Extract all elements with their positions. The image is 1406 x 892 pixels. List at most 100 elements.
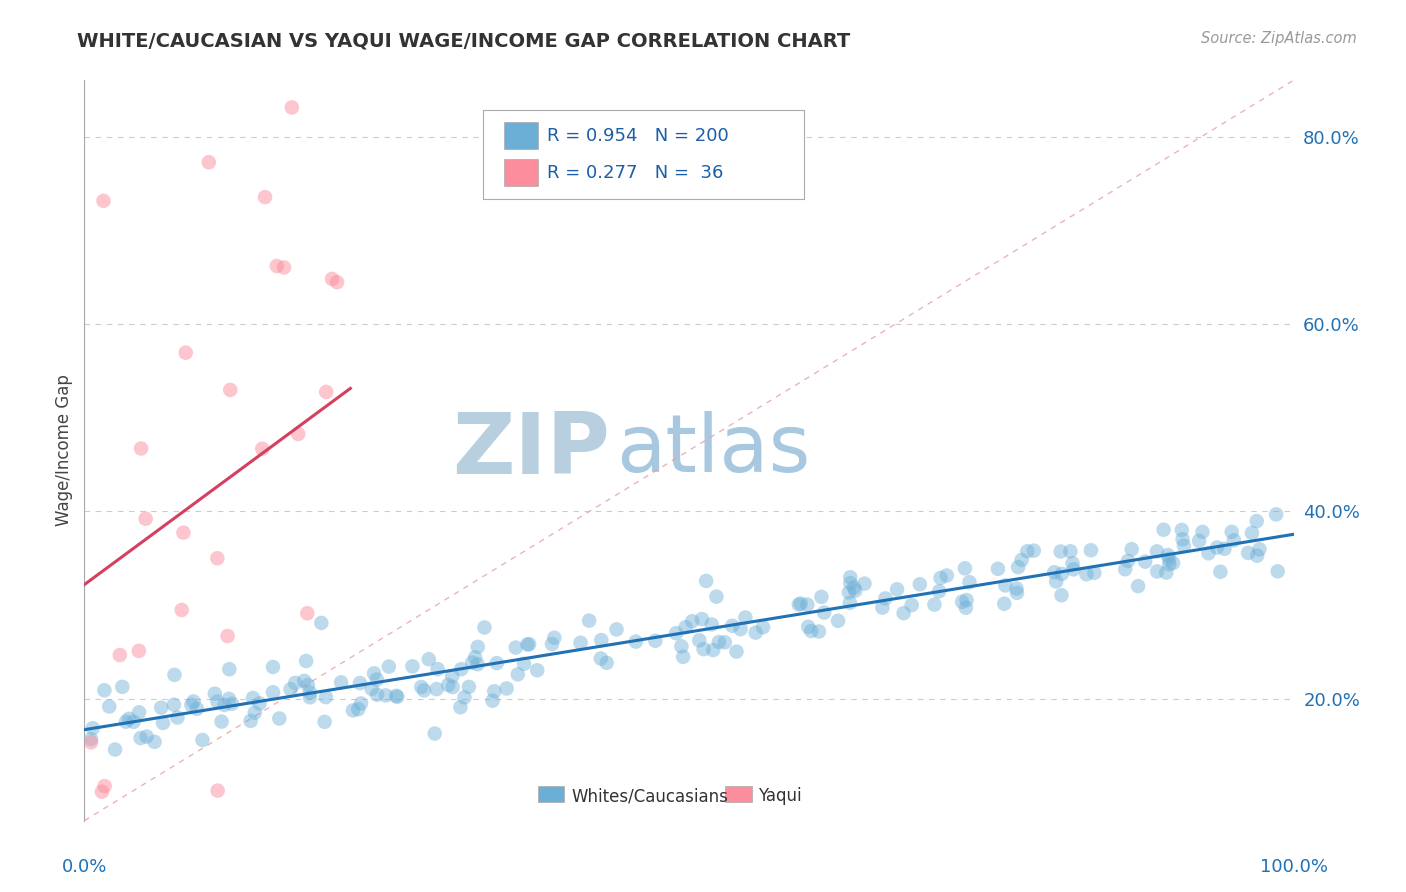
Point: [366, 688, 388, 702]
Point: [366, 673, 388, 687]
Point: [457, 680, 479, 694]
Point: [994, 578, 1017, 592]
Point: [297, 606, 319, 620]
Point: [1043, 566, 1066, 580]
Point: [842, 581, 865, 595]
Point: [249, 697, 271, 711]
Point: [886, 582, 908, 597]
Point: [1062, 562, 1084, 576]
Point: [266, 259, 288, 273]
Point: [93, 779, 115, 793]
Point: [484, 684, 506, 698]
Point: [541, 637, 564, 651]
Point: [1017, 544, 1039, 558]
Point: [150, 700, 173, 714]
Point: [239, 714, 262, 728]
Point: [143, 735, 166, 749]
Point: [450, 662, 472, 676]
Point: [129, 731, 152, 745]
Point: [292, 673, 315, 688]
Point: [675, 620, 697, 634]
Point: [872, 600, 894, 615]
Point: [853, 576, 876, 591]
Point: [513, 657, 536, 671]
Point: [893, 606, 915, 620]
Point: [1173, 539, 1195, 553]
Point: [347, 702, 370, 716]
Point: [681, 614, 703, 628]
Point: [218, 692, 240, 706]
Point: [1213, 541, 1236, 556]
Point: [1246, 549, 1268, 563]
Point: [207, 783, 229, 797]
Point: [128, 706, 150, 720]
Text: ZIP: ZIP: [453, 409, 610, 492]
Point: [700, 617, 723, 632]
Point: [330, 675, 353, 690]
Point: [839, 570, 862, 584]
Point: [80, 732, 103, 747]
Point: [959, 575, 981, 590]
Point: [665, 626, 688, 640]
Text: 0.0%: 0.0%: [62, 858, 107, 876]
Point: [360, 681, 382, 696]
Point: [315, 829, 337, 843]
Point: [517, 637, 540, 651]
Point: [1206, 541, 1229, 555]
Point: [211, 714, 233, 729]
Point: [200, 18, 222, 32]
Point: [1080, 543, 1102, 558]
Point: [993, 597, 1015, 611]
Point: [217, 629, 239, 643]
Point: [1146, 565, 1168, 579]
Point: [135, 511, 157, 525]
Point: [425, 682, 447, 697]
Point: [1237, 546, 1260, 560]
Point: [207, 551, 229, 566]
Point: [326, 275, 349, 289]
Point: [311, 615, 333, 630]
Point: [1171, 523, 1194, 537]
Point: [186, 702, 208, 716]
Point: [495, 681, 517, 696]
Point: [838, 585, 860, 599]
Point: [1246, 514, 1268, 528]
Point: [314, 714, 336, 729]
Point: [287, 426, 309, 441]
Point: [449, 700, 471, 714]
Point: [505, 640, 527, 655]
Point: [1171, 533, 1194, 547]
Point: [262, 685, 284, 699]
Point: [111, 680, 134, 694]
Point: [252, 442, 274, 456]
Point: [254, 190, 277, 204]
Point: [481, 694, 503, 708]
Point: [467, 640, 489, 654]
Point: [219, 383, 242, 397]
Point: [197, 155, 219, 169]
Point: [810, 590, 832, 604]
Point: [1011, 553, 1033, 567]
Point: [1159, 552, 1181, 566]
Point: [418, 652, 440, 666]
Point: [838, 596, 860, 610]
Point: [589, 651, 612, 665]
Point: [385, 689, 408, 703]
Point: [1135, 555, 1157, 569]
Point: [1159, 558, 1181, 572]
Point: [796, 598, 818, 612]
Point: [321, 272, 343, 286]
Point: [453, 690, 475, 705]
Point: [180, 698, 202, 712]
Bar: [725, 786, 752, 802]
Text: 100.0%: 100.0%: [1260, 858, 1327, 876]
Point: [789, 597, 811, 611]
Point: [1050, 566, 1073, 581]
Point: [183, 694, 205, 708]
Point: [333, 880, 356, 892]
Point: [924, 598, 946, 612]
Point: [1209, 565, 1232, 579]
Point: [506, 667, 529, 681]
Point: [135, 730, 157, 744]
Point: [800, 624, 823, 638]
